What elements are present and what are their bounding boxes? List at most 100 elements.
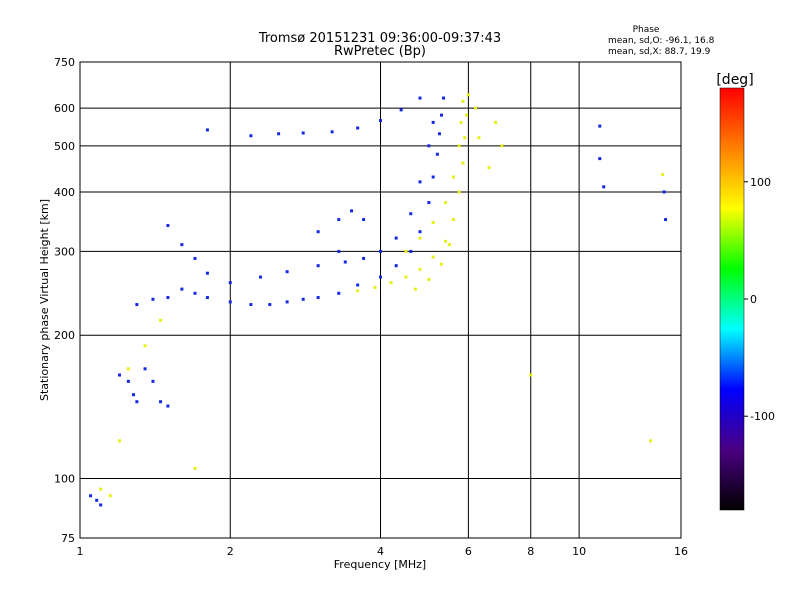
data-point-o	[249, 303, 253, 307]
data-point-x	[448, 243, 452, 247]
data-point-x	[431, 221, 435, 225]
data-point-o	[418, 96, 422, 100]
data-point-x	[356, 289, 360, 293]
colorbar	[719, 87, 745, 511]
data-point-o	[379, 275, 382, 279]
data-point-o	[409, 249, 413, 253]
data-point-x	[459, 120, 463, 124]
data-point-x	[451, 175, 455, 179]
data-point-o	[228, 281, 232, 285]
data-point-o	[132, 393, 136, 397]
data-point-x	[431, 255, 435, 259]
data-point-o	[343, 260, 347, 264]
data-point-x	[444, 239, 448, 243]
data-point-x	[389, 281, 393, 285]
data-point-x	[494, 120, 498, 124]
colorbar-ticks: 100 0 -100	[744, 176, 775, 423]
stats-line-x: mean, sd,X: 88.7, 19.9	[608, 47, 711, 57]
data-point-o	[356, 283, 360, 287]
data-point-o	[316, 264, 320, 268]
data-point-o	[126, 379, 130, 383]
data-point-x	[404, 275, 408, 279]
y-tick-label: 600	[54, 102, 75, 115]
data-point-o	[135, 400, 139, 404]
data-point-x	[463, 136, 467, 140]
data-point-x	[444, 201, 448, 205]
data-point-o	[166, 296, 170, 300]
data-point-o	[356, 126, 360, 130]
data-point-x	[466, 93, 470, 97]
data-point-o	[427, 144, 431, 148]
data-point-o	[379, 119, 382, 123]
grid-lines	[80, 62, 681, 538]
data-point-o	[598, 124, 602, 128]
data-point-o	[399, 108, 403, 112]
data-point-o	[159, 400, 163, 404]
data-point-x	[465, 113, 469, 117]
data-point-x	[108, 494, 112, 498]
data-point-o	[180, 243, 184, 247]
x-axis-label: Frequency [MHz]	[334, 558, 426, 571]
data-point-o	[193, 256, 197, 260]
data-point-o	[166, 404, 170, 408]
y-tick-label: 400	[54, 186, 75, 199]
data-point-o	[409, 212, 413, 216]
data-point-x	[461, 99, 465, 103]
data-point-o	[362, 218, 366, 222]
data-point-o	[330, 130, 334, 134]
data-point-x	[451, 218, 455, 222]
data-point-o	[205, 271, 209, 275]
data-point-o	[440, 113, 444, 117]
colorbar-label: [deg]	[716, 72, 753, 88]
data-point-o	[143, 367, 147, 371]
data-point-x	[413, 287, 417, 291]
data-point-o	[316, 230, 320, 234]
data-point-x	[143, 344, 147, 348]
data-point-o	[435, 152, 439, 156]
x-tick-label: 2	[227, 545, 234, 558]
data-point-o	[350, 209, 354, 213]
data-point-o	[151, 379, 155, 383]
chart-subtitle: RwPretec (Bp)	[334, 44, 426, 59]
data-point-x	[473, 106, 477, 110]
data-point-x	[126, 367, 130, 371]
data-point-x	[159, 318, 163, 322]
data-point-x	[500, 144, 504, 148]
data-point-o	[431, 175, 435, 179]
data-point-o	[95, 498, 99, 502]
data-point-o	[89, 494, 93, 498]
colorbar-tick-label: 0	[750, 293, 757, 306]
data-point-o	[118, 373, 122, 377]
data-point-o	[437, 132, 441, 136]
x-tick-label: 8	[527, 545, 534, 558]
data-point-o	[193, 291, 197, 295]
y-axis-ticks: 75 100 200 300 400 500 600 750	[54, 56, 75, 545]
data-point-o	[418, 180, 422, 184]
y-tick-label: 200	[54, 329, 75, 342]
data-point-x	[99, 487, 103, 491]
data-point-x	[457, 144, 461, 148]
data-point-o	[151, 297, 155, 301]
data-point-o	[180, 287, 184, 291]
data-point-o	[664, 218, 668, 222]
data-point-o	[442, 96, 446, 100]
data-point-x	[427, 277, 431, 281]
data-point-o	[249, 134, 253, 138]
data-point-o	[394, 264, 398, 268]
y-axis-label: Stationary phase Virtual Height [km]	[38, 199, 51, 401]
data-point-o	[277, 132, 281, 136]
data-point-o	[205, 128, 209, 132]
x-tick-label: 4	[377, 545, 384, 558]
data-point-o	[431, 120, 435, 124]
data-point-x	[461, 161, 465, 165]
data-point-x	[404, 249, 408, 253]
data-point-o	[418, 230, 422, 234]
data-point-o	[135, 303, 139, 307]
data-point-o	[598, 157, 602, 161]
data-point-x	[649, 439, 653, 443]
x-axis-ticks: 1 2 4 6 8 10 16	[77, 545, 689, 558]
stats-title: Phase	[633, 25, 660, 35]
data-point-o	[379, 249, 382, 253]
data-point-o	[662, 190, 666, 194]
data-point-o	[259, 275, 263, 279]
